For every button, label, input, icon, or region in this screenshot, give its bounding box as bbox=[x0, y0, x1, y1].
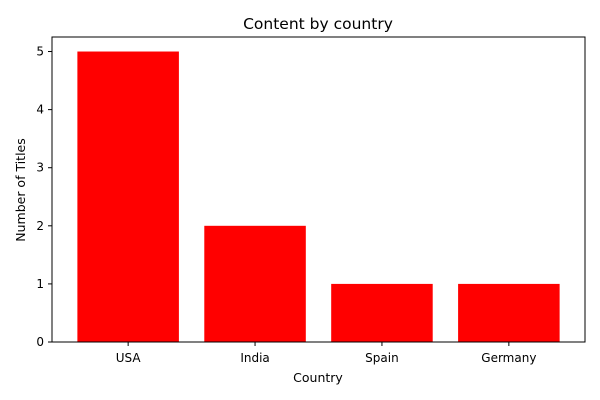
x-tick-label-india: India bbox=[240, 351, 269, 365]
bar-usa bbox=[77, 51, 179, 343]
plot-frame bbox=[51, 36, 586, 343]
x-axis-ticks: USA India Spain Germany bbox=[116, 342, 536, 365]
x-tick-label-spain: Spain bbox=[365, 351, 399, 365]
bars-group bbox=[77, 51, 560, 343]
y-axis-label: Number of Titles bbox=[13, 138, 28, 242]
y-axis-ticks: 0 1 2 3 4 5 bbox=[36, 45, 52, 349]
y-tick-label: 5 bbox=[36, 45, 44, 59]
bar-spain bbox=[331, 283, 433, 342]
x-tick-label-usa: USA bbox=[116, 351, 142, 365]
y-tick-label: 1 bbox=[36, 277, 44, 291]
bar-india bbox=[204, 225, 306, 342]
y-tick-label: 3 bbox=[36, 161, 44, 175]
y-tick-label: 2 bbox=[36, 219, 44, 233]
x-axis-label: Country bbox=[293, 370, 343, 385]
bar-germany bbox=[458, 283, 560, 342]
x-tick-label-germany: Germany bbox=[481, 351, 536, 365]
chart-title: Content by country bbox=[243, 15, 393, 33]
y-tick-label: 4 bbox=[36, 103, 44, 117]
y-tick-label: 0 bbox=[36, 335, 44, 349]
